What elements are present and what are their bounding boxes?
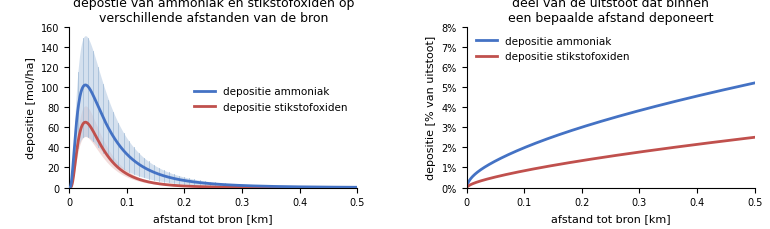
X-axis label: afstand tot bron [km]: afstand tot bron [km] <box>551 213 671 223</box>
Legend: depositie ammoniak, depositie stikstofoxiden: depositie ammoniak, depositie stikstofox… <box>472 33 634 66</box>
X-axis label: afstand tot bron [km]: afstand tot bron [km] <box>153 213 273 223</box>
Y-axis label: depositie [% van uitstoot]: depositie [% van uitstoot] <box>426 36 436 180</box>
Y-axis label: depositie [mol/ha]: depositie [mol/ha] <box>25 57 35 158</box>
Legend: depositie ammoniak, depositie stikstofoxiden: depositie ammoniak, depositie stikstofox… <box>190 83 352 116</box>
Title: deel van de uitstoot dat binnen
een bepaalde afstand deponeert: deel van de uitstoot dat binnen een bepa… <box>508 0 713 25</box>
Title: depostie van ammoniak en stikstofoxiden op
verschillende afstanden van de bron: depostie van ammoniak en stikstofoxiden … <box>72 0 354 25</box>
